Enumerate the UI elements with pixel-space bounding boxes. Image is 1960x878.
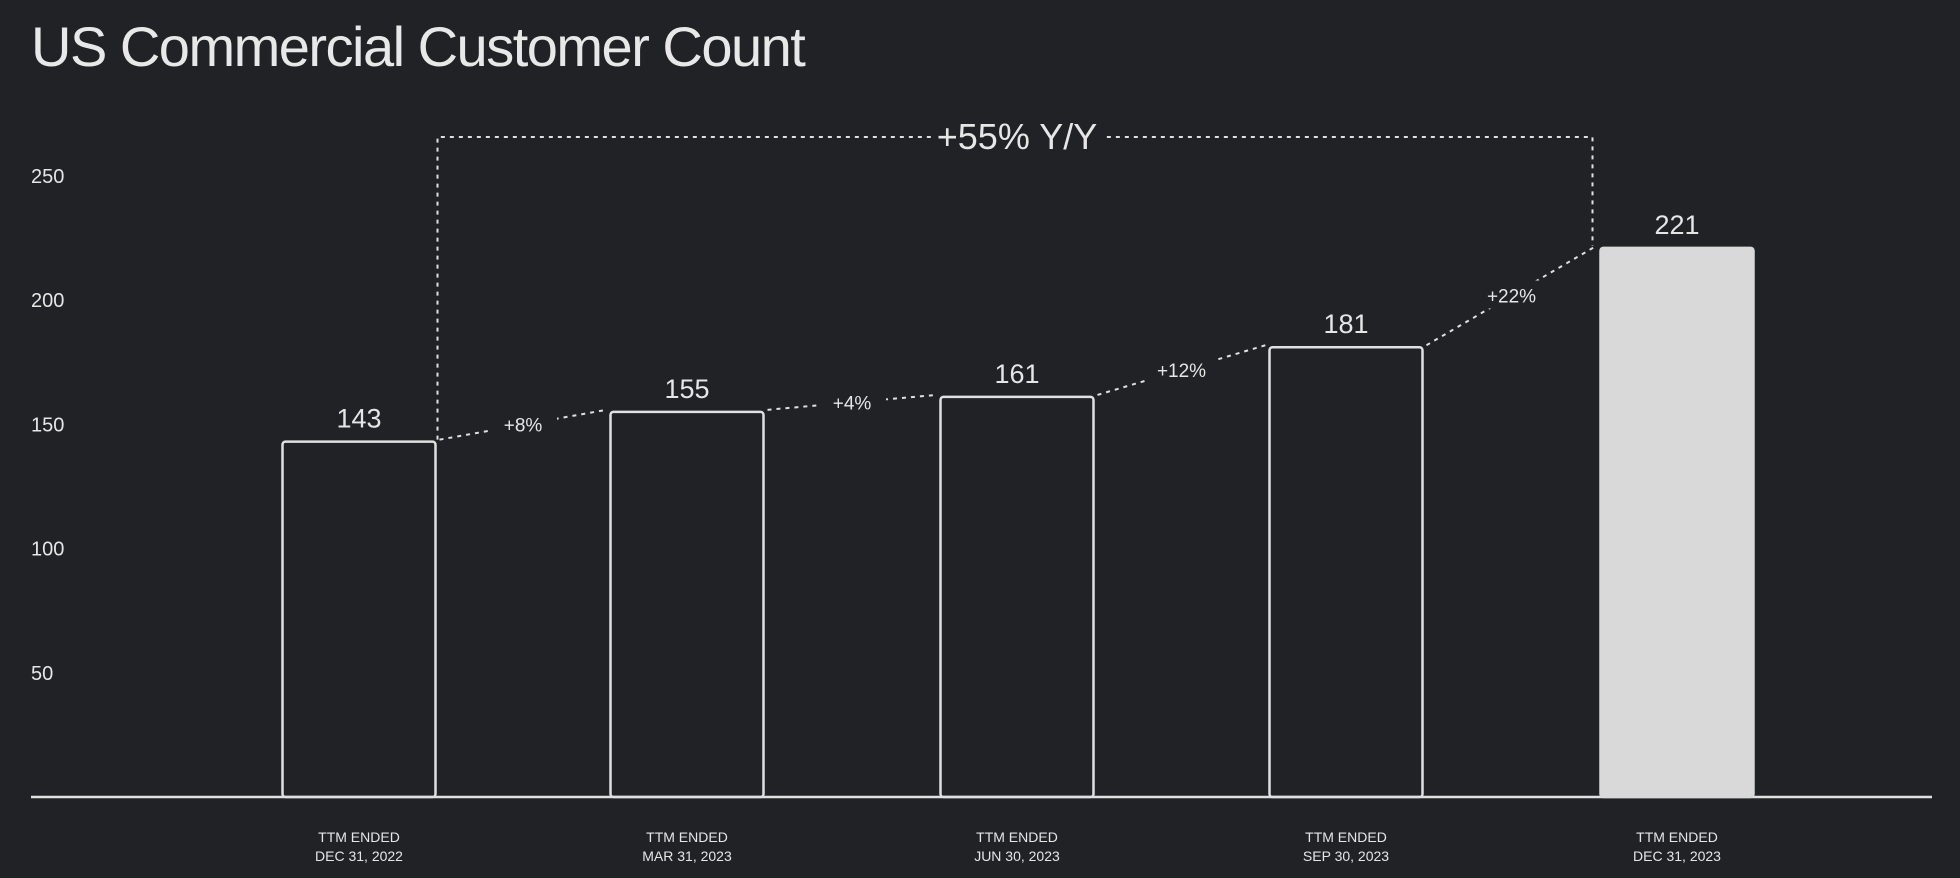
growth-label: +12% — [1157, 361, 1206, 382]
x-tick-label: TTM ENDED — [976, 829, 1058, 845]
bar-value-label: 181 — [1323, 309, 1368, 339]
bar-value-label: 143 — [336, 404, 381, 434]
x-tick-label: DEC 31, 2022 — [315, 848, 403, 864]
y-tick-label: 100 — [31, 539, 64, 561]
growth-connector — [1425, 244, 1598, 347]
x-tick-label: JUN 30, 2023 — [974, 848, 1060, 864]
bar — [281, 440, 437, 799]
growth-label-backdrop — [489, 409, 557, 438]
y-tick-label: 50 — [31, 663, 53, 685]
x-tick-label: TTM ENDED — [646, 829, 728, 845]
x-tick-label: TTM ENDED — [1636, 829, 1718, 845]
growth-label-backdrop — [818, 387, 886, 416]
x-tick-label: DEC 31, 2023 — [1633, 848, 1721, 864]
bar — [939, 395, 1095, 799]
y-tick-label: 200 — [31, 290, 64, 312]
x-tick-label: TTM ENDED — [318, 829, 400, 845]
bar — [609, 410, 765, 799]
bar — [1599, 246, 1755, 799]
growth-label-backdrop — [1147, 355, 1216, 384]
growth-label: +8% — [504, 416, 543, 437]
bar-value-label: 221 — [1654, 210, 1699, 240]
y-tick-label: 150 — [31, 414, 64, 436]
bar-value-label: 161 — [994, 359, 1039, 389]
yoy-growth-label: +55% Y/Y — [937, 116, 1097, 157]
yoy-label-backdrop — [932, 115, 1102, 159]
x-tick-label: SEP 30, 2023 — [1303, 848, 1389, 864]
growth-connector — [1097, 344, 1266, 396]
yoy-bracket — [436, 136, 1594, 440]
growth-label-backdrop — [1477, 280, 1546, 309]
growth-label: +22% — [1487, 287, 1536, 308]
bar — [1268, 345, 1424, 799]
growth-label: +4% — [833, 393, 872, 414]
x-tick-label: MAR 31, 2023 — [642, 848, 732, 864]
y-tick-label: 250 — [31, 166, 64, 188]
chart-title: US Commercial Customer Count — [31, 15, 806, 78]
bar-value-label: 155 — [664, 374, 709, 404]
x-tick-label: TTM ENDED — [1305, 829, 1387, 845]
